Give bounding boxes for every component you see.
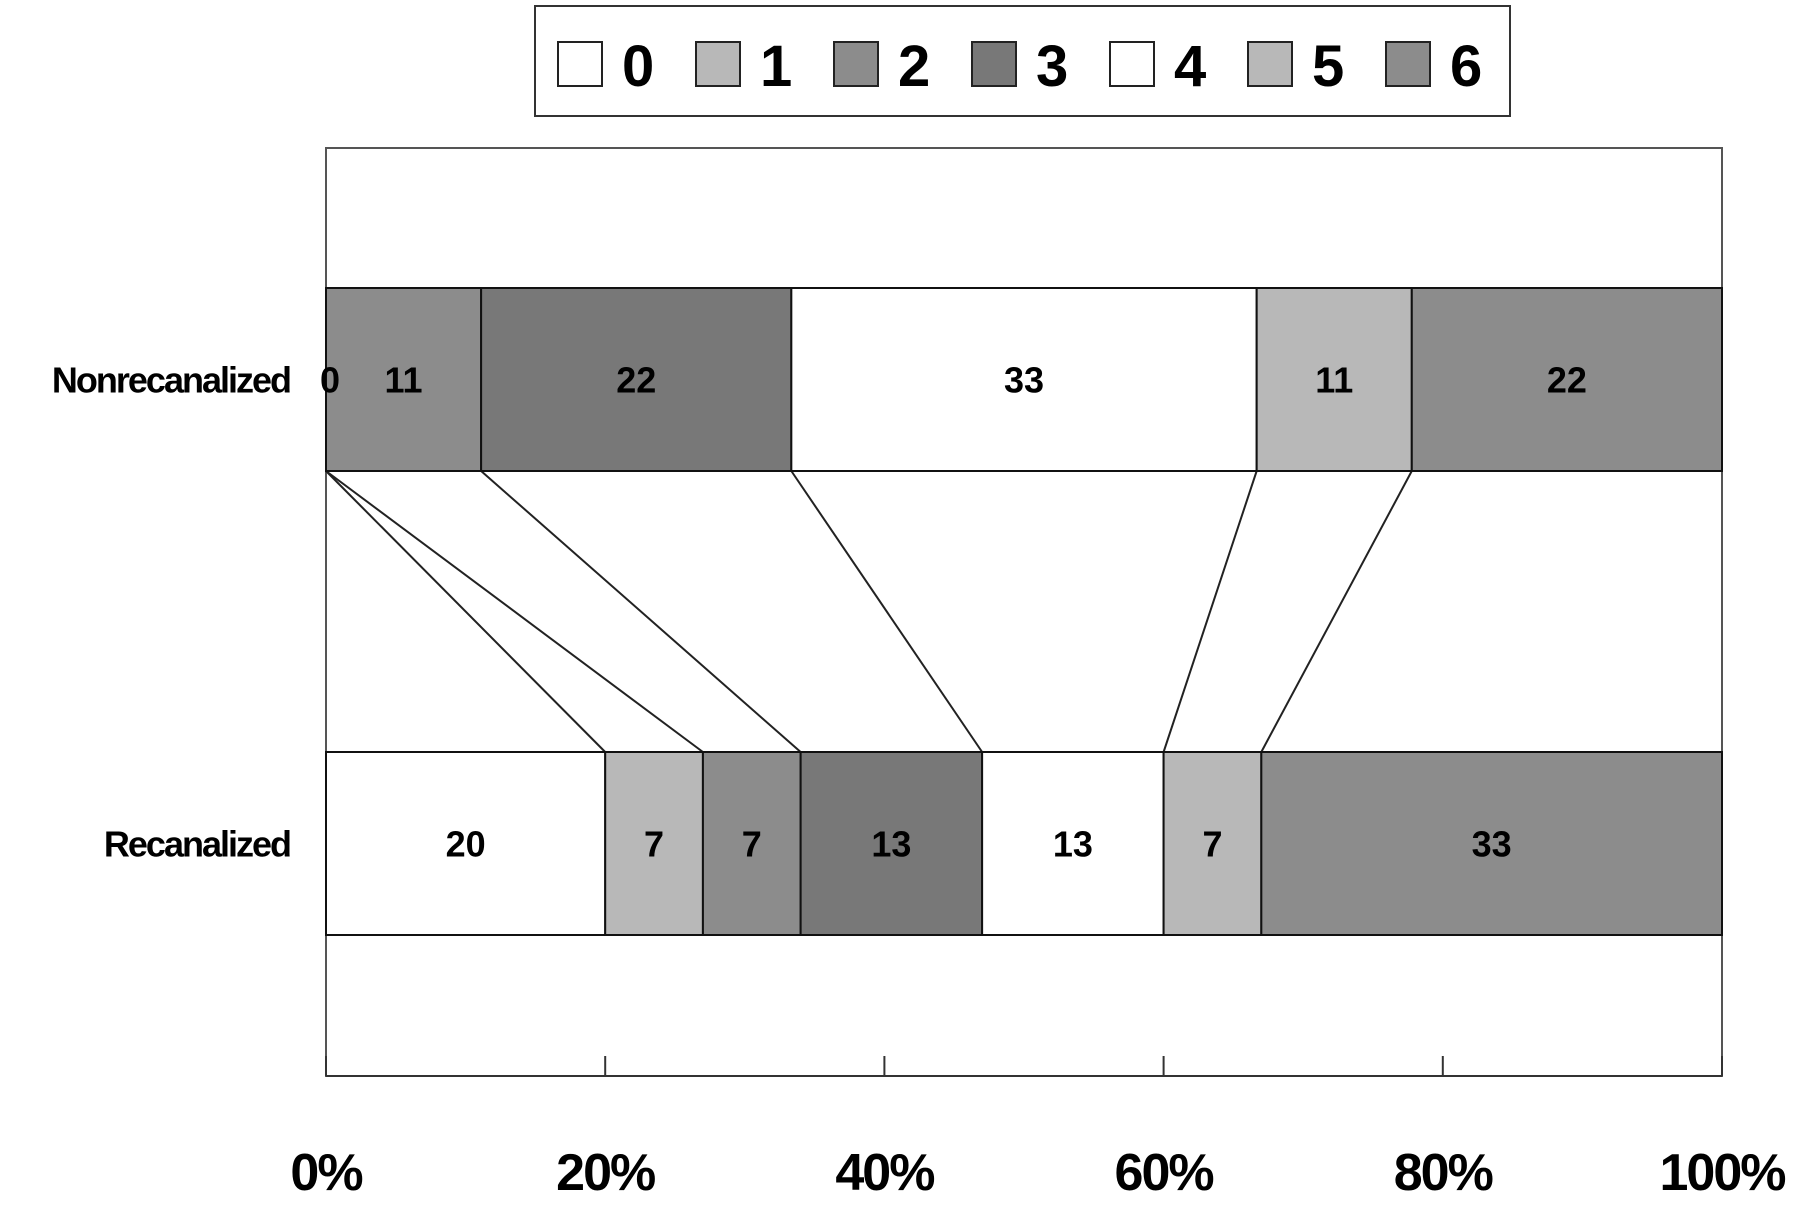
x-axis: 0% 20% 40% 60% 80% 100%	[290, 1056, 1787, 1202]
category-label-recanalized: Recanalized	[104, 824, 290, 865]
series-line-2	[325, 470, 704, 753]
series-line-4	[790, 470, 983, 753]
data-label-recanalized-1: 7	[644, 824, 664, 865]
data-label-nonrecanalized-3: 22	[616, 360, 656, 401]
data-label-recanalized-6: 33	[1472, 824, 1512, 865]
legend-label-1: 1	[760, 34, 792, 99]
series-line-3	[480, 470, 802, 753]
legend-label-6: 6	[1450, 34, 1482, 99]
legend-label-5: 5	[1312, 34, 1344, 99]
x-tick-label-2: 40%	[835, 1144, 934, 1202]
data-label-recanalized-0: 20	[446, 824, 486, 865]
x-tick-label-3: 60%	[1115, 1144, 1214, 1202]
bar-segment-recanalized-4	[981, 751, 1165, 936]
bar-segment-nonrecanalized-5	[1255, 287, 1413, 472]
data-label-recanalized-5: 7	[1202, 824, 1222, 865]
bar-segment-nonrecanalized-4	[790, 287, 1258, 472]
category-labels: Nonrecanalized Recanalized	[52, 360, 292, 865]
category-label-nonrecanalized: Nonrecanalized	[52, 360, 290, 401]
data-label-nonrecanalized-6: 22	[1547, 360, 1587, 401]
legend-label-2: 2	[898, 34, 930, 99]
bar-segment-nonrecanalized-3	[480, 287, 793, 472]
legend-box	[534, 5, 1511, 117]
series-line-6	[1260, 470, 1413, 753]
bar-segment-nonrecanalized-6	[1410, 287, 1724, 472]
bar-segment-recanalized-0	[325, 751, 607, 936]
data-label-recanalized-4: 13	[1053, 824, 1093, 865]
bar-segment-recanalized-5	[1162, 751, 1263, 936]
x-tick-label-1: 20%	[556, 1144, 655, 1202]
data-label-nonrecanalized-2: 11	[385, 360, 423, 401]
legend-swatch-4	[1109, 41, 1155, 87]
legend-swatch-0	[557, 41, 603, 87]
chart-legend: 0 1 2 3 4 5 6	[534, 5, 1511, 117]
legend-swatch-3	[971, 41, 1017, 87]
bar-segment-recanalized-1	[604, 751, 704, 936]
legend-swatch-6	[1385, 41, 1431, 87]
series-line-1	[325, 470, 606, 753]
x-tick-label-4: 80%	[1394, 1144, 1493, 1202]
data-label-nonrecanalized-0: 0	[320, 360, 340, 401]
data-label-recanalized-2: 7	[742, 824, 762, 865]
data-label-recanalized-3: 13	[871, 824, 911, 865]
legend-label-3: 3	[1036, 34, 1068, 99]
legend-swatch-2	[833, 41, 879, 87]
x-tick-label-0: 0%	[290, 1144, 362, 1202]
data-labels: 0 11 22 33 11 22 20 7 7 13 13 7 33	[320, 360, 1587, 865]
series-line-5	[1162, 470, 1258, 753]
series-lines	[325, 470, 1413, 753]
bar-segment-recanalized-6	[1260, 751, 1723, 936]
bar-segment-recanalized-3	[799, 751, 984, 936]
bars	[325, 287, 1724, 936]
legend-label-0: 0	[622, 34, 654, 99]
legend-label-4: 4	[1174, 34, 1206, 99]
data-label-nonrecanalized-5: 11	[1315, 360, 1353, 401]
legend-swatch-1	[695, 41, 741, 87]
x-tick-label-5: 100%	[1660, 1144, 1786, 1202]
bar-segment-recanalized-2	[701, 751, 802, 936]
data-label-nonrecanalized-4: 33	[1004, 360, 1044, 401]
legend-swatch-5	[1247, 41, 1293, 87]
